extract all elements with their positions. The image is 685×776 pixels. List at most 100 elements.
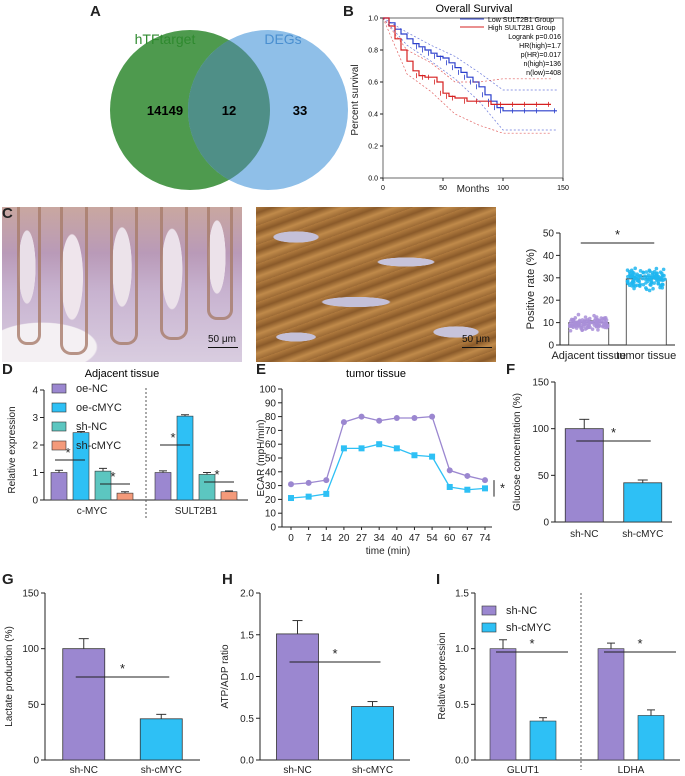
- ecar-series-line: [290, 443, 486, 499]
- chart-h-y-tick-label: 2.0: [240, 589, 254, 600]
- category-label: sh-cMYC: [141, 765, 182, 776]
- legend-swatch: [51, 402, 67, 413]
- scatter-point: [628, 271, 632, 276]
- bar-sh-cmyc: [623, 482, 663, 523]
- km-y-tick-label: 0.4: [368, 112, 378, 119]
- bar-oe-nc: [50, 472, 68, 501]
- scatter-point: [594, 315, 599, 319]
- scatter-point: [654, 266, 659, 271]
- scatter-point: [627, 283, 632, 288]
- scatter-point: [597, 324, 602, 328]
- scatter-point: [649, 278, 654, 283]
- legend-label: sh-NC: [506, 605, 537, 617]
- chart-g-y-tick-label: 100: [22, 644, 39, 655]
- scatter-point: [594, 322, 598, 326]
- scatter-point: [587, 316, 592, 321]
- ecar-point: [482, 485, 488, 492]
- chart-f-ylabel: Glucose concentration (%): [512, 393, 523, 511]
- scatter-point: [633, 266, 637, 271]
- scatter-point: [646, 273, 651, 277]
- adjacent-caption: Adjacent tissue: [85, 368, 160, 380]
- scale-bar-tumor: 50 μm: [462, 334, 492, 348]
- legend-label: sh-cMYC: [76, 440, 121, 452]
- scatter-point: [631, 272, 635, 276]
- chart-e-ylabel: ECAR (mpH/min): [256, 419, 267, 496]
- bar-sh-cmyc: [139, 718, 183, 761]
- scatter-point: [661, 267, 666, 272]
- significance-star: *: [170, 430, 175, 445]
- bar-sh-cmyc: [116, 492, 134, 501]
- km-legend: Low SULT2B1 Group High SULT2B1 Group Log…: [460, 17, 561, 77]
- chart-d-ylabel: Relative expression: [7, 406, 18, 493]
- chart-c-y-tick-label: 20: [543, 296, 555, 307]
- chart-f-y-tick-label: 50: [538, 471, 550, 482]
- km-stat-logrank: Logrank p=0.016: [508, 34, 561, 41]
- category-label: GLUT1: [507, 765, 540, 776]
- ecar-point: [288, 481, 294, 488]
- legend-swatch: [481, 605, 497, 616]
- ecar-point: [376, 417, 383, 424]
- km-plot: 0 50 100 150 0.0 0.2 0.4 0.6 0.8 1.0: [368, 16, 569, 193]
- category-label: LDHA: [618, 765, 645, 776]
- legend-label: oe-cMYC: [76, 402, 122, 414]
- panel-label-d: D: [2, 361, 13, 378]
- scatter-point: [643, 274, 647, 279]
- scatter-point: [628, 274, 633, 279]
- scatter-point: [576, 312, 581, 317]
- adjacent-tissue-photo: [2, 207, 242, 362]
- scatter-point: [634, 276, 639, 281]
- scatter-point: [625, 268, 630, 273]
- scatter-point: [597, 319, 602, 324]
- ecar-point: [393, 414, 400, 421]
- chart-c-ylabel: Positive rate (%): [525, 249, 537, 330]
- ecar-point: [376, 441, 383, 448]
- chart-d-y-tick-label: 4: [32, 386, 38, 397]
- km-y-tick-label: 0.8: [368, 48, 378, 55]
- category-label: Adjacent tissue: [551, 350, 626, 362]
- panel-label-a: A: [90, 3, 101, 20]
- chart-h-y-tick-label: 0.0: [240, 756, 254, 767]
- category-label: sh-NC: [570, 529, 598, 540]
- km-title: Overall Survival: [435, 3, 512, 15]
- legend-label: oe-NC: [76, 383, 108, 395]
- chart-e-y-tick-label: 20: [265, 495, 277, 506]
- chart-e-y-tick-label: 10: [265, 509, 277, 520]
- bar-sh-nc: [489, 648, 517, 761]
- ecar-series-line: [290, 415, 486, 485]
- scatter-point: [586, 325, 591, 329]
- chart-e-x-tick-label: 7: [306, 533, 312, 544]
- scatter-point: [568, 322, 573, 326]
- km-stat-hr: HR(high)=1.7: [519, 43, 561, 50]
- km-x-tick-label: 100: [497, 185, 509, 192]
- scatter-point: [652, 281, 656, 285]
- chart-e-x-tick-label: 20: [338, 533, 350, 544]
- scatter-point: [644, 270, 649, 274]
- ecar-point: [340, 419, 347, 426]
- ecar-point: [323, 477, 330, 484]
- chart-g-y-tick-label: 50: [28, 700, 40, 711]
- legend-swatch: [481, 622, 497, 633]
- km-low-ci-lower: [382, 17, 557, 131]
- legend-label: sh-cMYC: [506, 622, 551, 634]
- scatter-point: [580, 328, 585, 332]
- chart-e-y-tick-label: 100: [259, 385, 276, 396]
- km-stat-nlow: n(low)=408: [526, 70, 561, 77]
- scatter-point: [596, 328, 600, 332]
- venn-overlap-count: 12: [222, 103, 236, 118]
- legend-swatch: [51, 440, 67, 451]
- relative-expression-chart-d: 0 1 2 3 4 Relative expression c-MYC SULT2B1 * * * *…: [7, 383, 248, 520]
- chart-e-y-tick-label: 0: [270, 523, 276, 534]
- ecar-point: [358, 445, 365, 452]
- significance-star: *: [110, 469, 115, 484]
- panel-label-b: B: [343, 3, 354, 20]
- lactate-chart: 0 50 100 150 Lactate production (%) sh-NC sh-c…: [4, 589, 200, 776]
- chart-c-y-tick-label: 10: [543, 318, 555, 329]
- scatter-point: [574, 326, 579, 330]
- scatter-point: [658, 285, 662, 290]
- bar-oe-cmyc: [176, 415, 194, 501]
- scatter-point: [577, 320, 581, 324]
- category-label: sh-cMYC: [352, 765, 393, 776]
- bar-sh-nc: [564, 428, 604, 523]
- ecar-point: [411, 452, 418, 459]
- km-low-curve: [383, 17, 557, 112]
